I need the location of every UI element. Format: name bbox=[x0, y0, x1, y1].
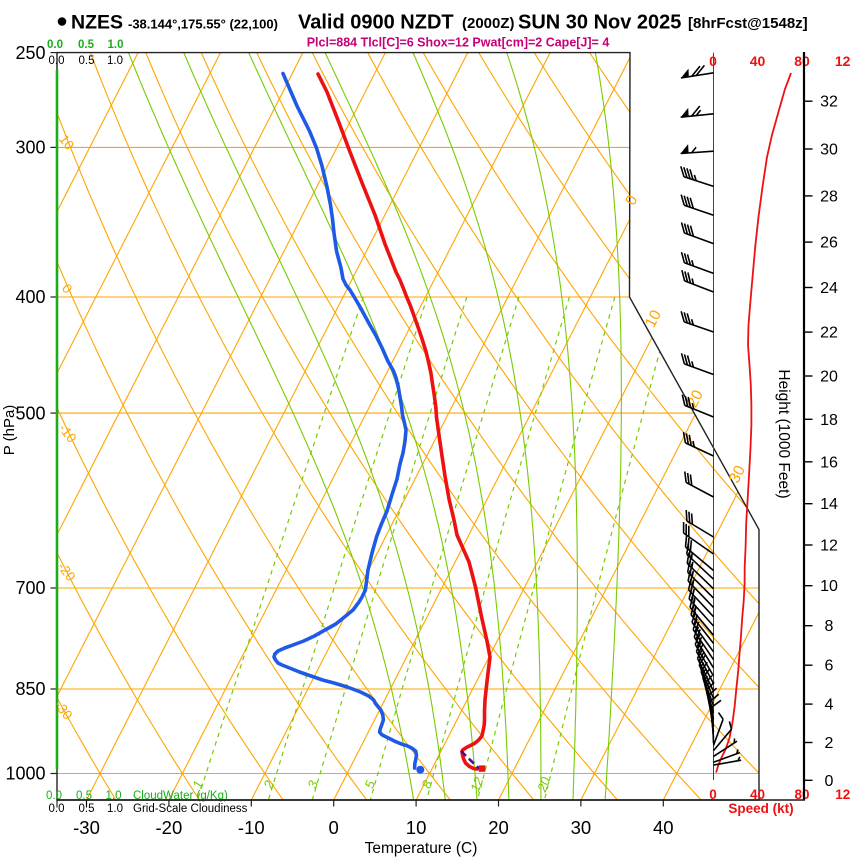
svg-text:0: 0 bbox=[709, 787, 717, 802]
svg-text:120: 120 bbox=[835, 787, 850, 802]
svg-text:0: 0 bbox=[709, 53, 717, 69]
svg-text:40: 40 bbox=[750, 787, 765, 802]
svg-text:4: 4 bbox=[825, 697, 834, 714]
svg-text:1000: 1000 bbox=[5, 764, 45, 784]
svg-text:(2000Z): (2000Z) bbox=[462, 15, 515, 32]
svg-text:0.5: 0.5 bbox=[79, 803, 95, 815]
svg-text:120: 120 bbox=[835, 53, 850, 69]
svg-text:Speed (kt): Speed (kt) bbox=[728, 801, 793, 816]
svg-text:0.0: 0.0 bbox=[46, 790, 62, 802]
svg-text:16: 16 bbox=[820, 454, 838, 471]
svg-text:2: 2 bbox=[825, 735, 834, 752]
svg-text:40: 40 bbox=[750, 53, 766, 69]
svg-text:Height (1000 Feet): Height (1000 Feet) bbox=[775, 369, 792, 498]
svg-text:850: 850 bbox=[15, 679, 45, 699]
svg-text:400: 400 bbox=[15, 287, 45, 307]
svg-text:0.5: 0.5 bbox=[78, 39, 95, 51]
svg-text:10: 10 bbox=[820, 578, 838, 595]
svg-text:12: 12 bbox=[820, 538, 838, 555]
svg-text:-20: -20 bbox=[156, 817, 183, 838]
svg-text:40: 40 bbox=[653, 817, 674, 838]
svg-text:0: 0 bbox=[329, 817, 339, 838]
svg-text:0.5: 0.5 bbox=[76, 790, 92, 802]
svg-text:Plcl=884 Tlcl[C]=6 Shox=12 Pwa: Plcl=884 Tlcl[C]=6 Shox=12 Pwat[cm]=2 Ca… bbox=[307, 36, 610, 50]
svg-text:SUN 30 Nov 2025: SUN 30 Nov 2025 bbox=[518, 12, 681, 34]
svg-text:20: 20 bbox=[534, 774, 554, 794]
svg-text:-30: -30 bbox=[73, 817, 100, 838]
svg-text:Temperature (C): Temperature (C) bbox=[365, 840, 478, 857]
svg-text:12: 12 bbox=[467, 774, 486, 793]
svg-text:6: 6 bbox=[825, 658, 834, 675]
svg-text:10: 10 bbox=[56, 132, 77, 153]
svg-text:NZES: NZES bbox=[71, 11, 123, 33]
svg-text:14: 14 bbox=[820, 496, 838, 513]
svg-text:80: 80 bbox=[794, 787, 809, 802]
svg-text:1.0: 1.0 bbox=[108, 39, 124, 51]
svg-text:80: 80 bbox=[794, 53, 810, 69]
svg-text:30: 30 bbox=[571, 817, 592, 838]
svg-text:26: 26 bbox=[820, 235, 838, 252]
svg-text:500: 500 bbox=[15, 403, 45, 423]
svg-text:[8hrFcst@1548z]: [8hrFcst@1548z] bbox=[688, 15, 808, 32]
svg-text:700: 700 bbox=[15, 578, 45, 598]
svg-text:30: 30 bbox=[726, 463, 749, 486]
svg-text:0.0: 0.0 bbox=[49, 803, 65, 815]
svg-text:8: 8 bbox=[825, 618, 834, 635]
svg-text:1.0: 1.0 bbox=[106, 790, 122, 802]
svg-text:0.5: 0.5 bbox=[79, 55, 95, 67]
svg-text:1.0: 1.0 bbox=[107, 55, 123, 67]
svg-text:Grid-Scale Cloudiness: Grid-Scale Cloudiness bbox=[133, 803, 248, 815]
svg-text:30: 30 bbox=[820, 142, 838, 159]
svg-text:20: 20 bbox=[488, 817, 509, 838]
svg-text:-38.144°,175.55° (22,100): -38.144°,175.55° (22,100) bbox=[128, 16, 278, 31]
svg-text:CloudWater (g/Kg): CloudWater (g/Kg) bbox=[133, 790, 228, 802]
svg-text:10: 10 bbox=[642, 307, 665, 330]
svg-text:32: 32 bbox=[820, 94, 838, 111]
svg-text:0.0: 0.0 bbox=[49, 55, 65, 67]
svg-text:0: 0 bbox=[825, 773, 834, 790]
svg-text:28: 28 bbox=[820, 188, 838, 205]
svg-text:1.0: 1.0 bbox=[107, 803, 123, 815]
svg-text:24: 24 bbox=[820, 280, 838, 297]
svg-text:22: 22 bbox=[820, 325, 838, 342]
svg-text:20: 20 bbox=[820, 369, 838, 386]
svg-text:10: 10 bbox=[406, 817, 427, 838]
svg-text:300: 300 bbox=[15, 138, 45, 158]
svg-text:18: 18 bbox=[820, 412, 838, 429]
svg-text:1: 1 bbox=[189, 778, 206, 790]
svg-text:Valid 0900 NZDT: Valid 0900 NZDT bbox=[298, 12, 454, 34]
svg-text:-10: -10 bbox=[238, 817, 265, 838]
svg-text:250: 250 bbox=[15, 43, 45, 63]
svg-text:P (hPa): P (hPa) bbox=[1, 405, 18, 456]
svg-text:0.0: 0.0 bbox=[47, 39, 63, 51]
